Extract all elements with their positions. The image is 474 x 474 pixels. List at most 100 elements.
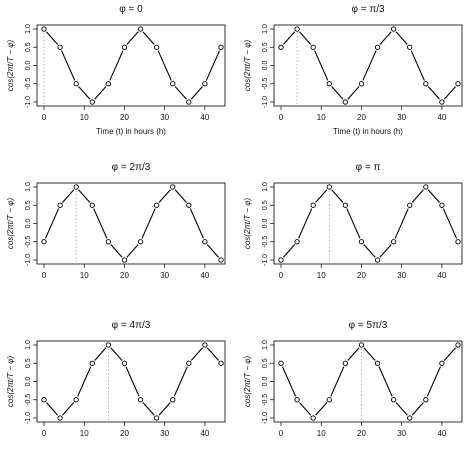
y-tick-label: -1.0 xyxy=(25,412,32,424)
x-tick-label: 0 xyxy=(42,429,47,438)
y-tick-label: -0.5 xyxy=(25,236,32,248)
chart-panel-4: φ = π 0 10 20 30 40 -1.0 -0.5 0.0 0.5 1.0 cos(2πt/T… xyxy=(243,162,463,280)
series-segment xyxy=(379,31,392,45)
y-tick-label: 0.5 xyxy=(262,200,269,210)
x-tick-label: 0 xyxy=(42,113,47,122)
y-axis-label: cos(2πt/T − φ) xyxy=(243,40,252,92)
series-segment xyxy=(281,366,297,397)
data-point xyxy=(137,397,144,403)
series-segment xyxy=(394,208,409,239)
data-point xyxy=(439,99,445,105)
y-tick-label: 0.0 xyxy=(262,377,269,387)
data-point xyxy=(73,81,79,87)
data-point xyxy=(423,184,429,190)
data-point xyxy=(41,26,47,32)
y-tick-label: -1.0 xyxy=(262,96,269,108)
x-axis: 0 10 20 30 40 xyxy=(42,264,210,280)
y-tick-label: 0.5 xyxy=(25,358,32,368)
series-segment xyxy=(126,244,139,258)
series-segment xyxy=(330,366,345,397)
series-segment xyxy=(94,347,107,361)
series-segment xyxy=(62,189,75,203)
data-point xyxy=(218,360,224,366)
y-axis: -1.0 -0.5 0.0 0.5 1.0 xyxy=(25,340,37,424)
series-segment xyxy=(395,31,408,45)
plot-frame xyxy=(36,340,226,423)
chart-panel-2: φ = π/3 0 10 20 30 40 Time (t) in hours (h) -1.… xyxy=(243,4,463,136)
data-point xyxy=(294,397,300,403)
data-point xyxy=(358,342,365,348)
series-segment xyxy=(379,244,392,258)
data-point xyxy=(218,257,224,263)
series-segment xyxy=(346,208,361,239)
chart-title: φ = 5π/3 xyxy=(349,320,388,331)
series-segment xyxy=(157,50,172,81)
x-tick-label: 10 xyxy=(317,429,326,438)
x-tick-label: 40 xyxy=(200,271,209,280)
data-point xyxy=(89,99,95,105)
x-tick-label: 30 xyxy=(397,429,406,438)
data-point xyxy=(41,397,47,403)
x-tick-label: 10 xyxy=(80,429,89,438)
data-point xyxy=(170,81,176,87)
chart-title: φ = π/3 xyxy=(351,4,385,15)
data-point xyxy=(202,342,208,348)
x-tick-label: 30 xyxy=(397,113,406,122)
y-tick-label: -1.0 xyxy=(262,254,269,266)
series-segment xyxy=(443,86,457,100)
series-segment xyxy=(378,366,393,397)
data-point xyxy=(153,415,160,421)
x-axis: 0 10 20 30 40 xyxy=(279,106,447,122)
data-point xyxy=(326,184,332,190)
x-tick-label: 40 xyxy=(437,271,446,280)
x-tick-label: 30 xyxy=(160,271,169,280)
series-segment xyxy=(363,347,376,361)
x-tick-label: 30 xyxy=(160,429,169,438)
series-segment xyxy=(93,208,108,239)
series-segment xyxy=(45,402,59,416)
data-point xyxy=(439,202,445,208)
chart-panel-6: φ = 5π/3 0 10 20 30 40 -1.0 -0.5 0.0 0.5 1.0 cos(2π… xyxy=(243,320,463,438)
data-point xyxy=(57,44,63,50)
series-segment xyxy=(427,189,440,203)
series-segment xyxy=(282,31,296,45)
series-segment xyxy=(189,208,204,239)
y-tick-label: -1.0 xyxy=(25,96,32,108)
chart-title: φ = 0 xyxy=(119,4,143,15)
series-segment xyxy=(126,31,139,45)
data-point xyxy=(186,202,192,208)
data-point xyxy=(407,202,413,208)
series-segment xyxy=(190,86,203,100)
series-segment xyxy=(298,208,313,239)
series-segment xyxy=(363,244,376,258)
series-segment xyxy=(94,86,107,100)
series-segment xyxy=(315,189,328,203)
series-segment xyxy=(158,402,171,416)
y-tick-label: -1.0 xyxy=(25,254,32,266)
y-tick-label: 0.0 xyxy=(262,61,269,71)
series-segment xyxy=(206,244,220,258)
x-tick-label: 10 xyxy=(317,271,326,280)
series-segment xyxy=(411,189,424,203)
data-point xyxy=(105,239,112,245)
y-tick-label: -0.5 xyxy=(262,394,269,406)
data-point xyxy=(202,81,208,87)
series-segment xyxy=(315,402,328,416)
data-point xyxy=(294,26,300,32)
chart-panel-5: φ = 4π/3 0 10 20 30 40 -1.0 -0.5 0.0 0.5 1.0 cos(2π… xyxy=(6,320,226,438)
y-tick-label: 1.0 xyxy=(25,340,32,350)
data-point xyxy=(278,360,284,366)
data-point xyxy=(358,239,365,245)
x-tick-label: 10 xyxy=(80,271,89,280)
data-point xyxy=(57,415,63,421)
series-segment xyxy=(110,244,123,258)
data-point xyxy=(170,397,176,403)
y-tick-label: 0.0 xyxy=(25,219,32,229)
data-point xyxy=(278,44,284,50)
data-point xyxy=(218,44,224,50)
x-tick-label: 0 xyxy=(279,271,284,280)
y-tick-label: 1.0 xyxy=(262,182,269,192)
data-point xyxy=(455,342,461,348)
data-point xyxy=(326,81,332,87)
